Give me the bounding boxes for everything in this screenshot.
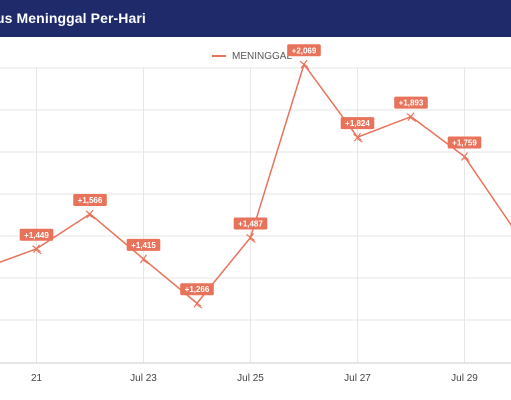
data-label: +1,824 [340, 117, 375, 130]
data-label-text: +1,487 [238, 219, 263, 228]
x-tick-label: Jul 25 [237, 373, 264, 384]
data-label-text: +1,824 [345, 119, 370, 128]
chart-title: us Meninggal Per-Hari [0, 10, 146, 26]
data-point[interactable] [85, 209, 96, 220]
data-label-text: +1,449 [24, 231, 49, 240]
data-label: +2,069 [287, 44, 321, 57]
data-point[interactable] [406, 112, 417, 123]
chart-legend[interactable]: MENINGGAL [212, 49, 292, 63]
data-label-text: +1,266 [185, 285, 210, 294]
data-point[interactable] [299, 59, 310, 70]
data-label: +1,893 [394, 96, 428, 109]
x-tick-label: Jul 23 [130, 373, 157, 384]
series-line-meninggal [0, 63, 511, 304]
x-tick-label: Jul 29 [451, 373, 478, 384]
data-point[interactable] [139, 254, 149, 265]
data-label: +1,415 [126, 238, 161, 251]
x-tick-label: Jul 27 [344, 373, 371, 384]
chart-header: us Meninggal Per-Hari [0, 0, 511, 37]
data-point[interactable] [192, 298, 203, 309]
data-label: +1,759 [447, 136, 482, 149]
data-point[interactable] [246, 233, 256, 243]
data-label: +1,487 [233, 217, 268, 230]
data-label-text: +2,069 [292, 46, 317, 55]
data-label: +1,566 [73, 193, 107, 206]
data-label-text: +1,893 [399, 99, 424, 108]
data-point[interactable] [353, 132, 363, 143]
x-tick-label: 21 [31, 373, 43, 384]
legend-swatch [212, 55, 226, 57]
data-point[interactable] [460, 152, 470, 162]
data-label-text: +1,415 [131, 241, 156, 250]
legend-label: MENINGGAL [232, 50, 293, 62]
data-point[interactable] [32, 244, 42, 255]
data-label-text: +1,566 [78, 196, 103, 205]
data-label: +1,449 [19, 228, 54, 241]
data-label-text: +1,759 [452, 139, 477, 148]
data-label: +1,266 [180, 283, 214, 296]
